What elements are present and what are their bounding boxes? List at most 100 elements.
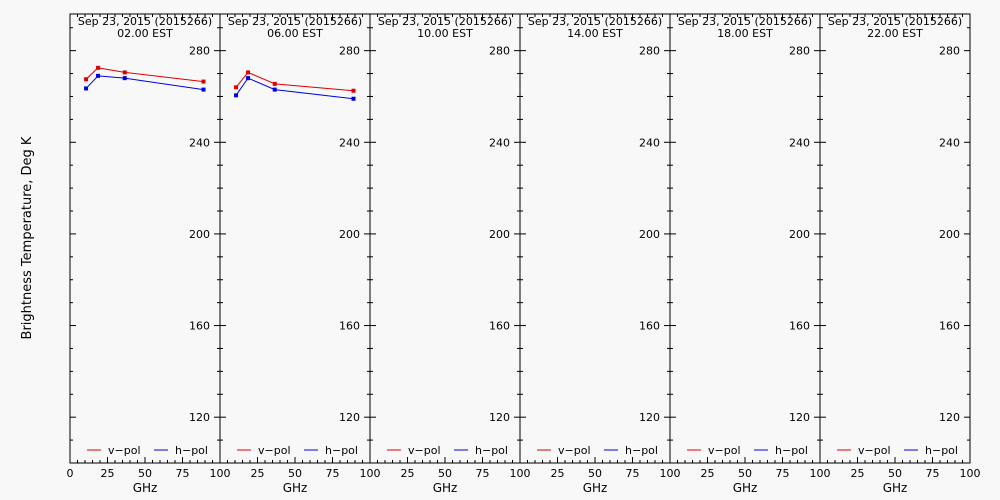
y-tick-label: 280: [489, 45, 510, 58]
data-point-h-pol: [96, 73, 101, 78]
y-tick-label: 120: [489, 411, 510, 424]
x-tick-label: 75: [476, 467, 490, 480]
x-tick-label: 25: [101, 467, 115, 480]
panel-title: Sep 23, 2015 (2015266): [78, 15, 212, 28]
x-tick-label: 75: [626, 467, 640, 480]
x-tick-label: 50: [288, 467, 302, 480]
panel-title: Sep 23, 2015 (2015266): [228, 15, 362, 28]
y-tick-label: 240: [939, 136, 960, 149]
y-tick-label: 120: [339, 411, 360, 424]
data-point-h-pol: [234, 93, 239, 98]
panels-group: 120 160 200 240 280 0 25 50 75 100 GHz Sep 23, 2015…: [67, 13, 981, 495]
data-point-v-pol: [201, 79, 206, 84]
y-tick-label: 160: [639, 320, 660, 333]
x-tick-label: 100: [360, 467, 381, 480]
y-axis-label: Brightness Temperature, Deg K: [20, 136, 35, 339]
y-tick-label: 280: [639, 45, 660, 58]
series-line-v-pol: [235, 71, 354, 92]
y-tick-label: 240: [189, 136, 210, 149]
y-tick-label: 120: [189, 411, 210, 424]
legend-label-h-pol: h−pol: [175, 444, 208, 457]
data-point-v-pol: [84, 77, 89, 82]
x-tick-label: 25: [401, 467, 415, 480]
data-point-v-pol: [96, 65, 101, 70]
x-tick-label: 25: [551, 467, 565, 480]
panel-subtitle: 22.00 EST: [867, 27, 923, 40]
series-line-h-pol: [235, 77, 354, 100]
y-tick-label: 280: [339, 45, 360, 58]
data-point-h-pol: [201, 87, 206, 92]
x-tick-label: 50: [588, 467, 602, 480]
y-tick-label: 160: [789, 320, 810, 333]
series-line-v-pol: [85, 67, 204, 83]
x-axis-label: GHz: [283, 481, 308, 495]
panel-1: 120 160 200 240 280 0 25 50 75 100 GHz Sep 23, 2015…: [67, 13, 231, 495]
y-tick-label: 160: [189, 320, 210, 333]
x-axis-label: GHz: [433, 481, 458, 495]
y-tick-label: 280: [189, 45, 210, 58]
data-point-h-pol: [272, 87, 277, 92]
legend-label-h-pol: h−pol: [775, 444, 808, 457]
data-point-h-pol: [84, 86, 89, 91]
x-tick-label: 50: [138, 467, 152, 480]
legend-label-h-pol: h−pol: [475, 444, 508, 457]
x-tick-label: 75: [776, 467, 790, 480]
series-line-h-pol: [85, 75, 204, 91]
y-tick-label: 200: [339, 228, 360, 241]
legend-label-v-pol: v−pol: [408, 444, 441, 457]
y-tick-label: 160: [339, 320, 360, 333]
panel-title: Sep 23, 2015 (2015266): [378, 15, 512, 28]
legend-label-v-pol: v−pol: [558, 444, 591, 457]
legend-label-h-pol: h−pol: [925, 444, 958, 457]
y-tick-label: 200: [639, 228, 660, 241]
panel-title: Sep 23, 2015 (2015266): [828, 15, 962, 28]
x-tick-label: 25: [851, 467, 865, 480]
data-point-v-pol: [234, 85, 239, 90]
x-tick-label: 100: [660, 467, 681, 480]
x-tick-label: 50: [888, 467, 902, 480]
x-axis-label: GHz: [883, 481, 908, 495]
x-tick-label: 100: [960, 467, 981, 480]
panel-subtitle: 02.00 EST: [117, 27, 173, 40]
data-point-h-pol: [246, 76, 251, 81]
y-tick-label: 240: [489, 136, 510, 149]
data-point-v-pol: [272, 81, 277, 86]
panel-subtitle: 10.00 EST: [417, 27, 473, 40]
data-point-h-pol: [122, 76, 127, 81]
panel-3: 120 160 200 240 280 25 50 75 100 GHz Sep 23, 2015 …: [369, 13, 531, 495]
panel-subtitle: 06.00 EST: [267, 27, 323, 40]
y-tick-label: 120: [939, 411, 960, 424]
legend-label-h-pol: h−pol: [325, 444, 358, 457]
panel-title: Sep 23, 2015 (2015266): [678, 15, 812, 28]
x-axis-label: GHz: [133, 481, 158, 495]
x-axis-label: GHz: [733, 481, 758, 495]
y-tick-label: 280: [789, 45, 810, 58]
panel-2: 120 160 200 240 280 25 50 75 100 GHz Sep 23, 2015 …: [219, 13, 381, 495]
x-axis-label: GHz: [583, 481, 608, 495]
legend-label-v-pol: v−pol: [258, 444, 291, 457]
y-tick-label: 200: [189, 228, 210, 241]
panel-title: Sep 23, 2015 (2015266): [528, 15, 662, 28]
panel-4: 120 160 200 240 280 25 50 75 100 GHz Sep 23, 2015 …: [519, 13, 681, 495]
x-tick-label: 100: [810, 467, 831, 480]
x-tick-label: 25: [251, 467, 265, 480]
panel-subtitle: 14.00 EST: [567, 27, 623, 40]
y-tick-label: 200: [489, 228, 510, 241]
legend-label-v-pol: v−pol: [858, 444, 891, 457]
panel-6: 120 160 200 240 280 25 50 75 100 GHz Sep 23, 2015 …: [819, 13, 981, 495]
y-tick-label: 120: [639, 411, 660, 424]
x-tick-label: 75: [176, 467, 190, 480]
x-tick-label: 75: [926, 467, 940, 480]
x-tick-label: 50: [738, 467, 752, 480]
x-tick-label: 75: [326, 467, 340, 480]
y-tick-label: 160: [489, 320, 510, 333]
data-point-v-pol: [351, 88, 356, 93]
data-point-h-pol: [351, 96, 356, 101]
x-tick-label: 0: [67, 467, 74, 480]
data-point-v-pol: [122, 70, 127, 75]
x-tick-label: 25: [701, 467, 715, 480]
y-tick-label: 240: [789, 136, 810, 149]
y-tick-label: 160: [939, 320, 960, 333]
